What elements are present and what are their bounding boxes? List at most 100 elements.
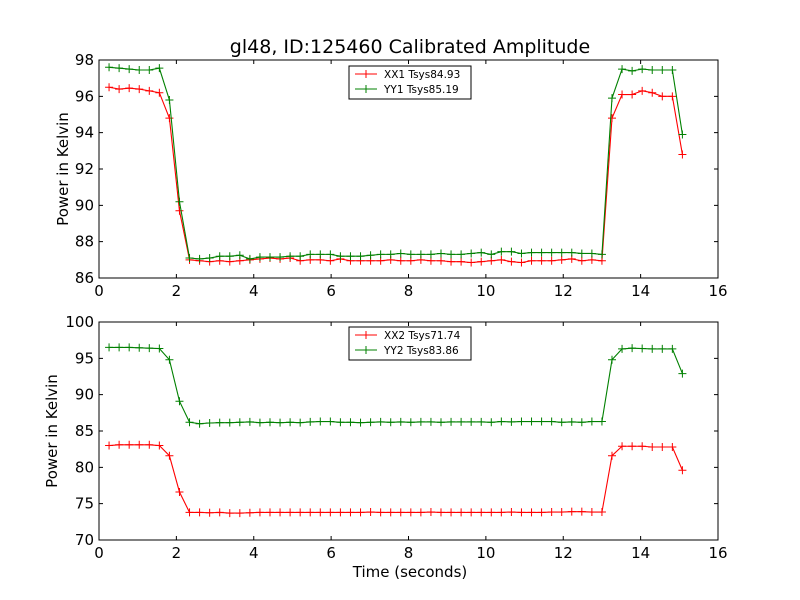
data-point-marker (467, 508, 476, 517)
data-point-marker (145, 65, 154, 74)
data-point-marker (386, 418, 395, 427)
data-point-marker (618, 65, 627, 74)
data-point-marker (406, 250, 415, 259)
data-point-marker (185, 418, 194, 427)
data-point-marker (447, 508, 456, 517)
data-point-marker (306, 417, 315, 426)
data-point-marker (607, 451, 616, 460)
data-point-marker (286, 252, 295, 261)
data-point-marker (658, 92, 667, 101)
legend-label: YY2 Tsys83.86 (383, 345, 459, 357)
y-tick-label: 96 (75, 87, 94, 105)
data-point-marker (105, 441, 114, 450)
data-point-marker (497, 508, 506, 517)
data-point-marker (547, 248, 556, 257)
data-point-marker (527, 417, 536, 426)
data-point-marker (416, 508, 425, 517)
data-point-marker (658, 344, 667, 353)
data-point-marker (265, 418, 274, 427)
data-point-marker (577, 256, 586, 265)
x-tick-label: 10 (476, 544, 495, 562)
data-point-marker (115, 85, 124, 94)
data-point-marker (125, 440, 134, 449)
data-point-marker (296, 418, 305, 427)
data-point-marker (225, 418, 234, 427)
data-point-marker (145, 86, 154, 95)
data-point-marker (557, 418, 566, 427)
data-point-marker (507, 417, 516, 426)
y-tick-label: 98 (75, 51, 94, 69)
data-point-marker (527, 248, 536, 257)
x-tick-label: 8 (404, 544, 414, 562)
series-line (108, 86, 683, 264)
data-point-marker (477, 417, 486, 426)
data-point-marker (618, 442, 627, 451)
data-point-marker (618, 344, 627, 353)
data-point-marker (255, 508, 264, 517)
x-tick-label: 14 (631, 544, 650, 562)
data-point-marker (577, 249, 586, 258)
legend-label: YY1 Tsys85.19 (383, 84, 459, 96)
data-point-marker (658, 442, 667, 451)
data-point-marker (155, 441, 164, 450)
data-point-marker (628, 90, 637, 99)
series-0-1 (105, 63, 687, 263)
data-point-marker (426, 508, 435, 517)
data-point-marker (326, 250, 335, 259)
data-point-marker (567, 248, 576, 257)
data-point-marker (346, 418, 355, 427)
data-point-marker (165, 451, 174, 460)
y-tick-label: 90 (75, 386, 94, 404)
data-point-marker (557, 508, 566, 517)
data-point-marker (467, 249, 476, 258)
data-point-marker (255, 253, 264, 262)
data-point-marker (306, 508, 315, 517)
data-point-marker (145, 440, 154, 449)
data-point-marker (527, 256, 536, 265)
data-point-marker (366, 251, 375, 260)
data-point-marker (477, 508, 486, 517)
data-point-marker (165, 355, 174, 364)
data-point-marker (668, 65, 677, 74)
data-point-marker (436, 508, 445, 517)
data-point-marker (517, 249, 526, 258)
data-point-marker (648, 65, 657, 74)
data-point-marker (195, 254, 204, 263)
data-point-marker (265, 508, 274, 517)
data-point-marker (296, 252, 305, 261)
data-point-marker (597, 508, 606, 517)
data-point-marker (296, 508, 305, 517)
top-panel-ylabel: Power in Kelvin (54, 112, 72, 226)
data-point-marker (396, 508, 405, 517)
data-point-marker (286, 418, 295, 427)
x-tick-label: 4 (249, 282, 259, 300)
data-point-marker (175, 488, 184, 497)
x-tick-label: 2 (172, 544, 182, 562)
data-point-marker (235, 509, 244, 518)
data-point-marker (648, 88, 657, 97)
data-point-marker (205, 254, 214, 263)
data-point-marker (547, 256, 556, 265)
data-point-marker (587, 417, 596, 426)
data-point-marker (195, 508, 204, 517)
data-point-marker (607, 114, 616, 123)
data-point-marker (658, 65, 667, 74)
data-point-marker (426, 250, 435, 259)
data-point-marker (366, 508, 375, 517)
y-tick-label: 70 (75, 531, 94, 549)
data-point-marker (245, 417, 254, 426)
data-point-marker (507, 247, 516, 256)
data-point-marker (386, 508, 395, 517)
data-point-marker (366, 418, 375, 427)
data-point-marker (497, 255, 506, 264)
data-point-marker (648, 442, 657, 451)
series-line (109, 66, 683, 260)
y-tick-label: 94 (75, 124, 94, 142)
data-point-marker (537, 508, 546, 517)
x-tick-label: 6 (326, 282, 336, 300)
data-point-marker (638, 442, 647, 451)
top-panel-xx1-yy1: Power in Kelvin 0 2 4 6 8 10 12 14 16 86 88 90 92 94 9… (54, 51, 728, 300)
data-point-marker (406, 418, 415, 427)
data-point-marker (125, 84, 134, 93)
